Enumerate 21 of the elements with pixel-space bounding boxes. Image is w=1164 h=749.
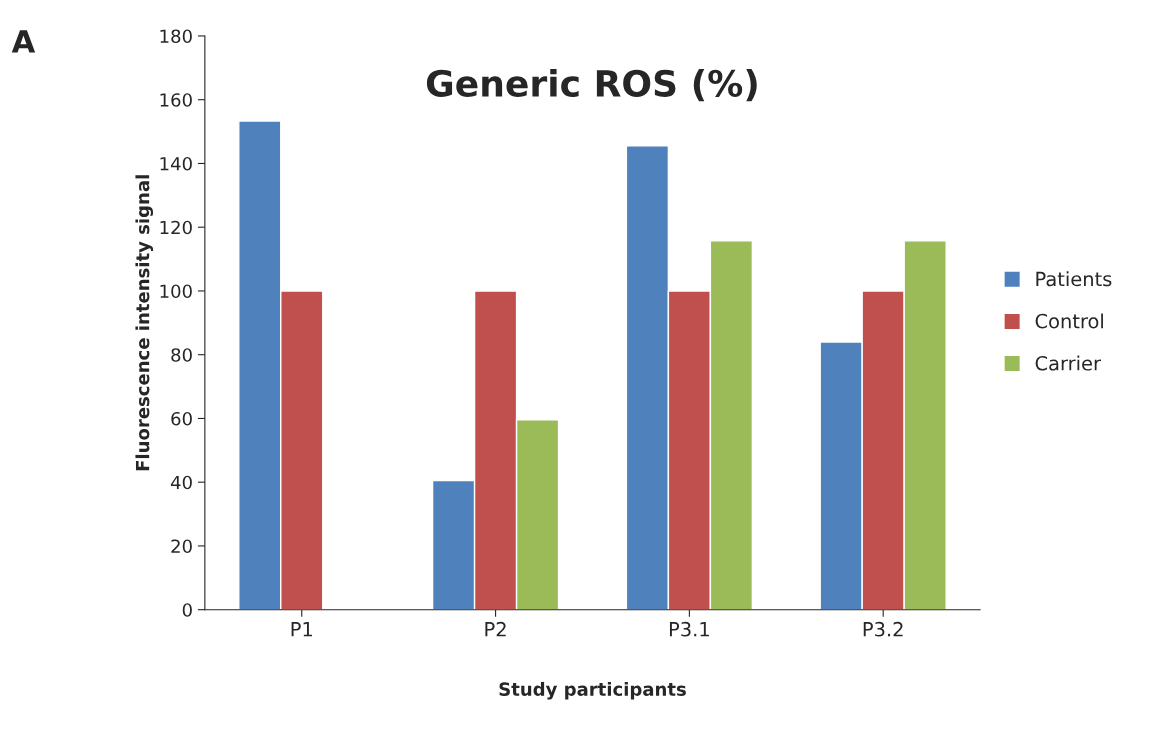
x-tick-label: P2 (485, 621, 506, 637)
y-axis-title: Fluorescence intensity signal (135, 175, 154, 471)
y-tick-label: 80 (171, 348, 192, 362)
x-tick-label: P3.2 (863, 621, 903, 637)
y-tick-label: 120 (160, 220, 192, 235)
text: Generic ROS (%) (426, 69, 757, 102)
x-axis-title: Study participants (499, 681, 686, 700)
y-tick-label: 0 (182, 603, 192, 617)
x-tick-label: P1 (291, 622, 313, 637)
x-tick-label: P3.1 (669, 621, 709, 637)
y-tick-label: 160 (160, 93, 192, 107)
legend-label: Control (1035, 313, 1103, 329)
y-tick-label: 60 (171, 411, 192, 426)
legend-label: Patients (1036, 271, 1112, 287)
legend-label: Carrier (1035, 355, 1102, 371)
y-tick-label: 40 (170, 475, 192, 490)
y-tick-label: 20 (171, 539, 192, 554)
y-tick-label: 100 (160, 284, 192, 299)
y-tick-label: 180 (160, 29, 192, 44)
y-tick-label: 140 (160, 156, 192, 171)
text: A (11, 30, 36, 53)
